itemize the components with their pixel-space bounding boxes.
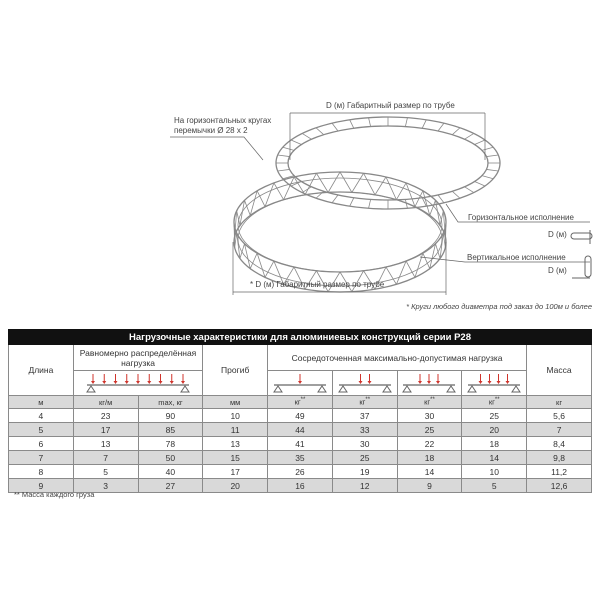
header-deflection: Прогиб [202,344,269,396]
table-cell: 6 [8,436,74,451]
table-cell: 50 [137,450,204,465]
table-cell: 9 [8,478,74,493]
horizontal-profile-icon [570,230,593,244]
table-cell: 33 [331,422,398,437]
table-cell: 49 [267,408,333,423]
unit-cell: кг** [331,395,398,409]
unit-cell: кг/м [72,395,139,409]
horizontal-d-label: D (м) [548,230,567,239]
table-cell: 11 [202,422,269,437]
table-cell: 14 [461,450,528,465]
table-cell: 41 [267,436,333,451]
two-point-load-icon [331,370,398,396]
table-cell: 8,4 [526,436,592,451]
bottom-dimension-label: * D (м) Габаритный размер по трубе [250,280,385,289]
table-cell: 19 [331,464,398,479]
table-cell: 12 [331,478,398,493]
table-row: 7 7 50 15 35 25 18 14 9,8 [8,450,592,465]
vertical-profile-icon [572,255,592,279]
table-cell: 8 [8,464,74,479]
table-cell: 20 [461,422,528,437]
table-cell: 7 [72,450,139,465]
table-cell: 17 [72,422,139,437]
unit-cell: кг [526,395,592,409]
table-cell: 7 [8,450,74,465]
footnote: ** Масса каждого груза [14,490,95,499]
table-cell: 4 [8,408,74,423]
table-cell: 5 [72,464,139,479]
table-cell: 25 [331,450,398,465]
table-row: 8 5 40 17 26 19 14 10 11,2 [8,464,592,479]
units-row: м кг/м max, кг мм кг** кг** кг** кг** кг [8,395,592,409]
table-row: 5 17 85 11 44 33 25 20 7 [8,422,592,437]
unit-cell: кг** [267,395,333,409]
unit-cell: кг** [461,395,528,409]
table-cell: 20 [202,478,269,493]
header-distributed: Равномерно распределённая нагрузка [72,344,204,371]
table-cell: 30 [396,408,463,423]
truss-circle-diagram [170,112,593,295]
three-point-load-icon [396,370,463,396]
table-cell: 13 [72,436,139,451]
load-table: Нагрузочные характеристики для алюминиев… [8,329,592,493]
table-cell: 17 [202,464,269,479]
table-cell: 5 [8,422,74,437]
custom-diameter-note: * Круги любого диаметра под заказ до 100… [406,302,592,311]
table-cell: 16 [267,478,333,493]
horizontal-truss-ring [275,116,501,210]
table-cell: 26 [267,464,333,479]
table-row: 9 3 27 20 16 12 9 5 12,6 [8,478,592,493]
table-cell: 44 [267,422,333,437]
table-cell: 35 [267,450,333,465]
unit-cell: мм [202,395,269,409]
distributed-load-icon [72,370,204,396]
table-cell: 37 [331,408,398,423]
crossbar-note-line2: перемычки Ø 28 x 2 [174,126,248,135]
table-cell: 18 [396,450,463,465]
table-cell: 14 [396,464,463,479]
table-cell: 85 [137,422,204,437]
table-cell: 5 [461,478,528,493]
vertical-truss-ring [233,171,447,293]
table-cell: 18 [461,436,528,451]
table-cell: 22 [396,436,463,451]
table-cell: 9 [396,478,463,493]
table-cell: 90 [137,408,204,423]
table-cell: 30 [331,436,398,451]
horizontal-version-label: Горизонтальное исполнение [468,213,574,222]
table-cell: 27 [137,478,204,493]
table-cell: 5,6 [526,408,592,423]
unit-cell: max, кг [137,395,204,409]
table-cell: 15 [202,450,269,465]
table-cell: 40 [137,464,204,479]
four-point-load-icon [461,370,528,396]
one-point-load-icon [267,370,333,396]
unit-cell: кг** [396,395,463,409]
table-cell: 9,8 [526,450,592,465]
table-cell: 78 [137,436,204,451]
table-cell: 12,6 [526,478,592,493]
table-cell: 25 [396,422,463,437]
table-cell: 10 [202,408,269,423]
header-mass: Масса [526,344,592,396]
table-cell: 11,2 [526,464,592,479]
table-cell: 25 [461,408,528,423]
table-row: 4 23 90 10 49 37 30 25 5,6 [8,408,592,423]
header-concentrated: Сосредоточенная максимально-допустимая н… [267,344,528,371]
table-cell: 10 [461,464,528,479]
header-length: Длина [8,344,74,396]
table-cell: 3 [72,478,139,493]
table-cell: 13 [202,436,269,451]
table-title: Нагрузочные характеристики для алюминиев… [8,329,592,345]
crossbar-note-line1: На горизонтальных кругах [174,116,272,125]
vertical-version-label: Вертикальное исполнение [467,253,566,262]
vertical-d-label: D (м) [548,266,567,275]
table-cell: 7 [526,422,592,437]
table-cell: 23 [72,408,139,423]
top-dimension-label: D (м) Габаритный размер по трубе [326,101,455,110]
table-row: 6 13 78 13 41 30 22 18 8,4 [8,436,592,451]
unit-cell: м [8,395,74,409]
